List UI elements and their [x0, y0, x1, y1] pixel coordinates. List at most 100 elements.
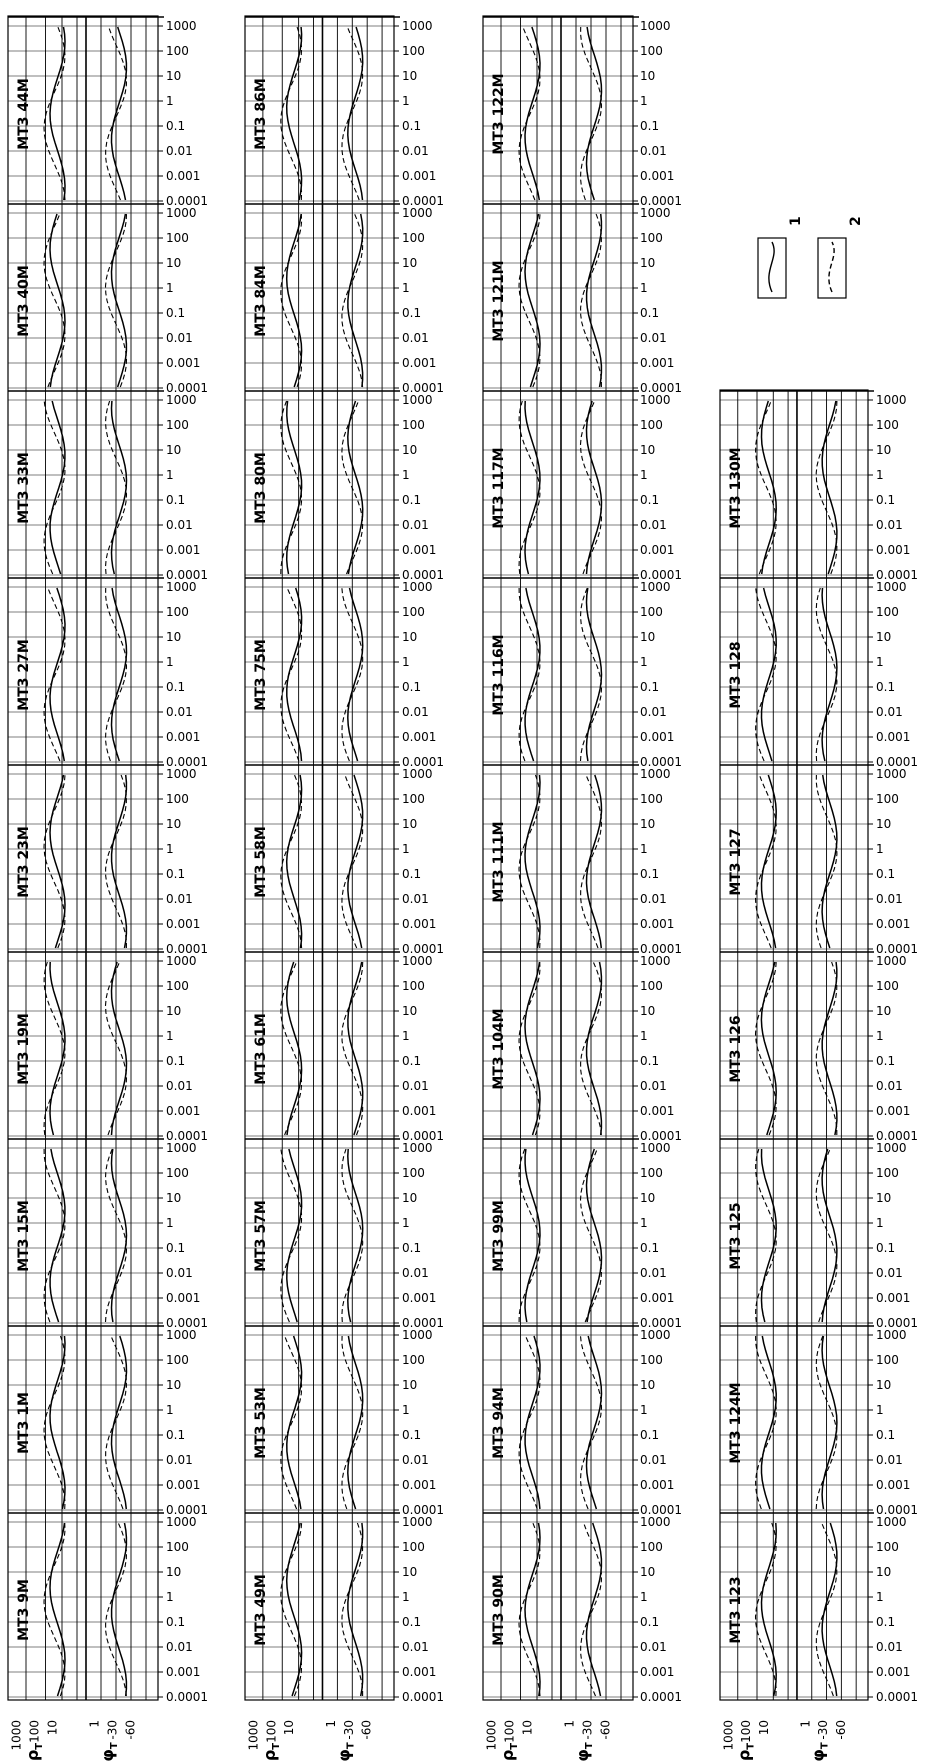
period-tick-label: 0.001 [166, 1478, 200, 1492]
station-panel: 0.0001 0.001 0.01 0.1 1 10 100 1000 MT3 23M [8, 764, 208, 956]
period-tick-label: 10 [876, 630, 891, 644]
period-tick-label: 1 [876, 842, 884, 856]
rho-curve-solid [49, 587, 66, 762]
station-label: MT3 111M [491, 821, 507, 902]
period-tick-label: 0.1 [166, 680, 185, 694]
station-panel: 0.0001 0.001 0.01 0.1 1 10 100 1000 MT3 99M [483, 1138, 682, 1330]
period-tick-label: 1000 [640, 393, 671, 407]
period-tick-label: 0.0001 [166, 194, 208, 208]
period-tick-label: 10 [640, 1378, 655, 1392]
period-tick-label: 0.1 [402, 1615, 421, 1629]
rho-curve-dashed [280, 26, 303, 201]
period-tick-label: 0.01 [402, 1266, 429, 1280]
period-tick-label: 0.0001 [640, 755, 682, 769]
phi-curve-dashed [104, 400, 128, 575]
period-tick-label: 0.0001 [402, 942, 444, 956]
period-tick-label: 0.001 [166, 543, 200, 557]
period-tick-label: 0.01 [402, 1640, 429, 1654]
period-tick-label: 10 [402, 817, 417, 831]
period-tick-label: 1 [402, 1403, 410, 1417]
period-tick-label: 10 [640, 1565, 655, 1579]
phi-curve-solid [821, 587, 838, 762]
rho-axis-tick: 1000 [10, 1720, 24, 1751]
rho-curve-solid [524, 400, 541, 575]
period-tick-label: 100 [640, 1540, 663, 1554]
phi-curve-dashed [815, 587, 838, 762]
period-tick-label: 100 [640, 1166, 663, 1180]
phi-curve-solid [347, 1522, 364, 1697]
period-tick-label: 0.01 [640, 1453, 667, 1467]
period-tick-label: 1 [166, 468, 174, 482]
period-tick-label: 0.01 [876, 1453, 903, 1467]
period-tick-label: 1 [402, 468, 410, 482]
period-tick-label: 100 [166, 1166, 189, 1180]
period-tick-label: 1000 [402, 1515, 433, 1529]
station-panel: 0.0001 0.001 0.01 0.1 1 10 100 1000 MT3 90M [483, 1512, 682, 1704]
period-tick-label: 1000 [166, 393, 197, 407]
period-tick-label: 100 [402, 1166, 425, 1180]
station-panel: 0.0001 0.001 0.01 0.1 1 10 100 1000 MT3 126 [720, 951, 918, 1143]
period-tick-label: 0.01 [402, 1453, 429, 1467]
station-label: MT3 19M [16, 1013, 32, 1085]
period-tick-label: 0.0001 [402, 1503, 444, 1517]
station-label: MT3 99M [491, 1200, 507, 1272]
period-tick-label: 0.1 [876, 1054, 895, 1068]
period-tick-label: 100 [876, 418, 899, 432]
period-tick-label: 1 [640, 842, 648, 856]
rho-axis-symbol: ρT [23, 1743, 45, 1761]
period-tick-label: 0.1 [640, 867, 659, 881]
period-tick-label: 100 [402, 231, 425, 245]
rho-curve-solid [49, 213, 66, 388]
period-tick-label: 100 [166, 44, 189, 58]
period-tick-label: 100 [876, 1166, 899, 1180]
station-panel: 0.0001 0.001 0.01 0.1 1 10 100 1000 MT3 33M [8, 390, 208, 582]
station-panel: 0.0001 0.001 0.01 0.1 1 10 100 1000 MT3 61M [245, 951, 444, 1143]
period-tick-label: 0.1 [402, 119, 421, 133]
rho-curve-dashed [43, 961, 66, 1136]
period-tick-label: 0.1 [166, 493, 185, 507]
rho-curve-dashed [518, 213, 541, 388]
period-tick-label: 1 [876, 468, 884, 482]
phi-curve-dashed [105, 1335, 127, 1510]
period-tick-label: 10 [640, 1191, 655, 1205]
period-tick-label: 0.0001 [166, 1690, 208, 1704]
phi-curve-solid [585, 400, 603, 575]
period-tick-label: 1 [640, 468, 648, 482]
phi-curve-dashed [815, 400, 838, 575]
station-panel: 0.0001 0.001 0.01 0.1 1 10 100 1000 MT3 127 [720, 764, 918, 956]
phi-axis-symbol: φT [334, 1742, 356, 1762]
period-tick-label: 100 [640, 605, 663, 619]
rho-curve-solid [524, 213, 541, 388]
rho-axis-tick: 10 [521, 1720, 535, 1735]
rho-curve-solid [524, 26, 541, 201]
rho-axis-tick: 1000 [721, 1720, 735, 1751]
period-tick-label: 0.001 [402, 1665, 436, 1679]
phi-curve-solid [347, 1148, 364, 1323]
period-tick-label: 10 [402, 1378, 417, 1392]
period-tick-label: 0.001 [640, 730, 674, 744]
period-tick-label: 0.01 [640, 331, 667, 345]
period-tick-label: 1000 [876, 580, 907, 594]
period-tick-label: 0.0001 [166, 1316, 208, 1330]
period-tick-label: 0.001 [166, 917, 200, 931]
phi-curve-dashed [815, 1522, 838, 1697]
rho-curve-solid [760, 400, 777, 575]
period-tick-label: 1000 [640, 1141, 671, 1155]
period-tick-label: 0.0001 [402, 568, 444, 582]
period-tick-label: 1000 [876, 1328, 907, 1342]
period-tick-label: 1 [640, 1216, 648, 1230]
period-tick-label: 10 [166, 443, 181, 457]
period-tick-label: 0.0001 [876, 1316, 918, 1330]
period-tick-label: 0.001 [402, 543, 436, 557]
dashed-line-sample [828, 241, 835, 293]
legend-box [757, 237, 787, 299]
phi-axis-tick: 1 [798, 1720, 812, 1728]
period-tick-label: 0.1 [876, 867, 895, 881]
rho-curve-solid [524, 1148, 541, 1323]
period-tick-label: 0.01 [640, 1079, 667, 1093]
phi-curve-solid [110, 400, 128, 575]
rho-curve-solid [524, 587, 541, 762]
rho-axis-symbol: ρT [735, 1743, 757, 1761]
phi-curve-dashed [341, 213, 364, 388]
phi-axis-tick: -60 [599, 1720, 613, 1740]
